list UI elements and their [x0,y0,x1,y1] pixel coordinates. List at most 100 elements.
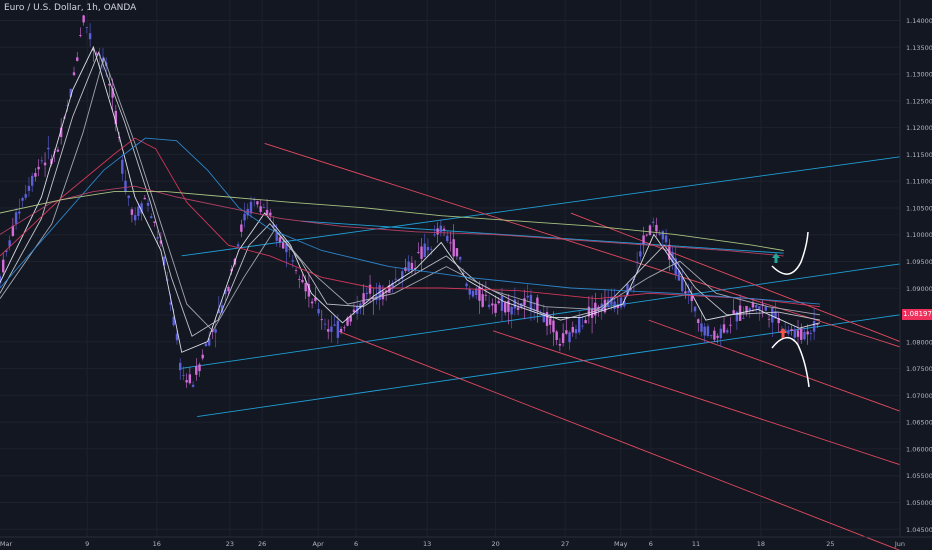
candle-body [658,233,661,235]
candle-body [88,33,92,40]
candle-body [619,297,623,308]
candle-body [143,197,147,200]
candle-body [478,287,481,301]
candle-body [72,72,76,76]
candle-body [751,302,755,308]
candle-body [407,261,410,272]
candle-body [59,127,63,137]
moving-average-line [0,45,821,353]
candle-body [722,324,726,333]
candle-body [693,306,697,312]
candle-body [191,384,195,387]
moving-average-line [0,56,821,332]
candle-body [82,15,85,23]
candle-body [471,290,475,297]
candle-body [188,374,192,384]
candle-body [246,208,249,216]
candle-body [24,194,27,198]
price-tick-label: 1.11000 [906,178,932,186]
bullish-arrow-icon [772,253,780,263]
candle-body [37,166,40,170]
candle-body [211,330,214,333]
candle-body [11,225,15,236]
candle-body [124,180,127,193]
candle-body [169,302,172,305]
candle-body [391,282,394,289]
candle-body [153,221,156,223]
candle-body [510,306,513,315]
price-tick-label: 1.13000 [906,71,932,79]
candle-body [600,303,603,311]
candle-body [220,305,224,313]
candle-body [291,260,295,262]
time-tick-label: 20 [492,540,500,548]
candle-body [690,294,694,302]
candle-body [159,240,163,244]
candle-body [298,278,301,280]
candle-body [265,209,269,216]
candle-body [584,320,587,324]
candle-body [76,57,79,61]
time-tick-label: 6 [354,540,358,548]
price-tick-label: 1.10500 [906,204,932,212]
chart-title: Euro / U.S. Dollar, 1h, OANDA [4,3,137,13]
candle-body [43,162,47,166]
price-tick-label: 1.09500 [906,258,932,266]
candle-body [130,209,134,215]
candle-body [127,195,130,199]
candle-body [150,216,153,219]
candle-body [30,175,34,186]
candle-body [816,324,819,325]
trendline [181,156,901,257]
candle-body [680,277,684,292]
candle-body [204,343,208,347]
candle-body [175,333,179,341]
candle-body [494,303,497,313]
candle-body [433,234,436,236]
price-axis[interactable]: 1.14000 1.13500 1.13000 1.12500 1.12000 1.115… [906,17,932,534]
candle-body [748,308,751,311]
price-tick-label: 1.07500 [906,365,932,373]
time-axis[interactable]: Mar 9 16 23 26 Apr 6 13 20 27 May 6 11 18 25 Jun [0,540,905,548]
time-tick-label: Jun [894,540,905,548]
candle-body [278,237,282,243]
candle-body [423,243,426,258]
time-tick-label: Apr [313,540,325,548]
candle-body [719,328,722,339]
candle-body [162,256,166,266]
candle-body [703,326,706,336]
candle-body [133,215,137,221]
candle-body [568,332,571,343]
candle-body [687,290,690,293]
candle-body [716,335,719,338]
candle-body [79,35,82,37]
candle-body [706,326,710,336]
candle-body [754,305,758,308]
candle-body [34,173,37,177]
candle-body [516,307,520,310]
candle-body [317,309,320,314]
candle-body [468,289,471,295]
candle-body [526,295,529,298]
candle-body [410,262,414,270]
candlesticks [0,14,819,388]
candle-body [195,366,198,375]
candle-body [500,295,504,311]
bullish-projection-curve [771,231,809,275]
candle-body [458,257,462,260]
chart-grid [0,0,901,537]
candle-body [697,319,700,323]
candle-body [310,301,314,304]
candle-body [178,362,182,371]
candle-body [243,213,246,221]
candle-body [652,221,655,223]
time-tick-label: 27 [561,540,569,548]
candle-body [812,321,816,332]
candle-body [314,297,317,301]
candle-body [249,201,253,214]
time-tick-label: Mar [0,540,12,548]
candle-body [497,301,500,304]
bearish-arrow-icon [779,328,787,338]
